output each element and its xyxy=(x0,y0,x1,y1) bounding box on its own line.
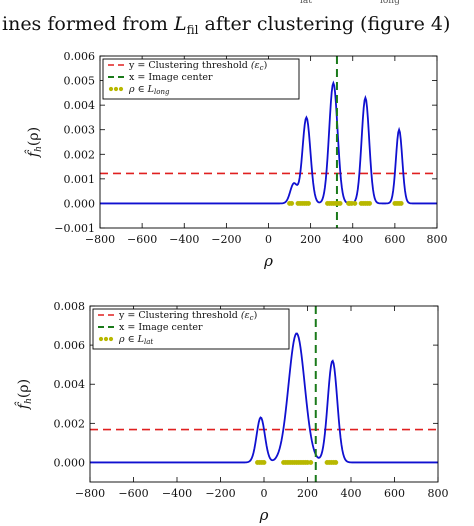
x-tick-label: −600 xyxy=(118,487,148,500)
legend-threshold-label: y = Clustering threshold (εc) xyxy=(128,60,267,72)
data-point xyxy=(261,459,267,465)
legend-points-swatch xyxy=(108,86,114,92)
y-axis-label: f̂h(ρ) xyxy=(14,379,34,410)
x-tick-label: 600 xyxy=(384,233,405,246)
x-tick-label: −200 xyxy=(205,487,235,500)
x-tick-label: −400 xyxy=(162,487,192,500)
y-axis-label-sub: h xyxy=(24,398,34,404)
legend-threshold-math-sub: c xyxy=(250,314,254,322)
caption-partial-lat: lat xyxy=(300,0,312,6)
legend-points-prefix: ρ ∈ xyxy=(118,334,138,345)
x-tick-label: −800 xyxy=(85,233,115,246)
legend-box xyxy=(102,58,300,100)
y-axis-label: f̂h(ρ) xyxy=(24,127,44,158)
legend-threshold-text: y = Clustering threshold xyxy=(128,60,248,71)
x-tick-label: 200 xyxy=(297,487,318,500)
y-axis-label-arg: (ρ) xyxy=(26,127,42,146)
y-tick-label: 0.004 xyxy=(64,99,96,112)
legend-points-math: L xyxy=(147,84,154,95)
x-tick-label: 600 xyxy=(384,487,405,500)
y-tick-label: −0.001 xyxy=(54,222,95,235)
caption-partial-long: long xyxy=(380,0,400,6)
data-point xyxy=(398,200,404,206)
legend-box xyxy=(92,308,290,350)
legend-points-swatch xyxy=(108,336,114,342)
caption-text-left: ines formed from xyxy=(2,13,174,35)
legend: y = Clustering threshold (εc)x = Image ce… xyxy=(102,58,300,100)
x-tick-label: 0 xyxy=(265,233,272,246)
y-tick-label: 0.000 xyxy=(54,456,86,469)
data-point xyxy=(289,200,295,206)
legend-center-label: x = Image center xyxy=(119,322,203,333)
y-tick-label: 0.005 xyxy=(64,75,96,88)
x-tick-label: −400 xyxy=(169,233,199,246)
legend-threshold-math-end: ) xyxy=(254,310,258,321)
x-tick-label: 800 xyxy=(428,487,449,500)
legend-threshold-text: y = Clustering threshold xyxy=(118,310,238,321)
x-axis-label: ρ xyxy=(263,252,273,270)
caption-math-main: L xyxy=(173,13,187,35)
legend-points-swatch xyxy=(118,86,124,92)
y-tick-label: 0.004 xyxy=(54,378,86,391)
legend-points-prefix: ρ ∈ xyxy=(128,84,148,95)
x-tick-label: 400 xyxy=(341,487,362,500)
plot-frame xyxy=(99,55,438,229)
legend-center-label: x = Image center xyxy=(129,72,213,83)
x-tick-label: 800 xyxy=(427,233,448,246)
x-tick-label: 0 xyxy=(261,487,268,500)
data-point xyxy=(367,200,373,206)
kde-curve xyxy=(90,332,438,464)
y-axis-label-sub: h xyxy=(34,146,44,152)
y-tick-label: 0.003 xyxy=(64,124,96,137)
legend-points-math-sub: lat xyxy=(144,338,153,346)
legend-threshold-math-sub: c xyxy=(260,64,264,72)
legend-points-swatch xyxy=(98,336,104,342)
y-tick-label: 0.002 xyxy=(54,417,86,430)
y-axis-label-arg: (ρ) xyxy=(16,379,32,398)
y-tick-label: 0.006 xyxy=(64,50,96,63)
legend-points-math: L xyxy=(137,334,144,345)
legend-points-label: ρ ∈ Llong xyxy=(128,84,170,96)
x-tick-label: 400 xyxy=(342,233,363,246)
chart-top: −800 −600 −400 −200 0 200 400 600 800 −0.001 0.000… xyxy=(24,50,448,270)
caption-math-sub: fil xyxy=(187,23,199,37)
data-point xyxy=(308,459,314,465)
y-tick-label: 0.008 xyxy=(54,300,86,313)
legend-threshold-math: (ε xyxy=(241,310,250,321)
y-tick-label: 0.001 xyxy=(64,173,96,186)
y-axis-label-main: f̂ xyxy=(24,149,42,158)
data-point xyxy=(306,200,311,206)
x-axis-label: ρ xyxy=(259,506,269,524)
data-point xyxy=(333,459,339,465)
x-tick-label: −800 xyxy=(75,487,105,500)
plot-frame xyxy=(89,305,439,483)
legend-points-label: ρ ∈ Llat xyxy=(118,334,153,346)
legend-threshold-math-end: ) xyxy=(264,60,268,71)
y-tick-label: 0.006 xyxy=(54,339,86,352)
x-tick-label: −600 xyxy=(127,233,157,246)
legend-points-math-sub: long xyxy=(154,88,170,96)
data-point xyxy=(352,200,358,206)
legend-points-swatch xyxy=(103,336,109,342)
x-tick-label: −200 xyxy=(211,233,241,246)
data-point xyxy=(337,200,343,206)
legend-threshold-label: y = Clustering threshold (εc) xyxy=(118,310,257,322)
chart-bottom: −800 −600 −400 −200 0 200 400 600 800 0.000 0.002 0… xyxy=(14,300,449,524)
legend-points-swatch xyxy=(113,86,119,92)
y-axis-label-main: f̂ xyxy=(14,401,32,410)
x-tick-label: 200 xyxy=(300,233,321,246)
y-tick-label: 0.000 xyxy=(64,197,96,210)
legend: y = Clustering threshold (εc)x = Image ce… xyxy=(92,308,290,350)
caption-text-right: after clustering (figure 4) xyxy=(198,13,450,35)
kde-curve xyxy=(100,80,437,205)
legend-threshold-math: (ε xyxy=(251,60,260,71)
y-tick-label: 0.002 xyxy=(64,148,96,161)
caption: ines formed from Lfil after clustering (… xyxy=(2,13,450,37)
